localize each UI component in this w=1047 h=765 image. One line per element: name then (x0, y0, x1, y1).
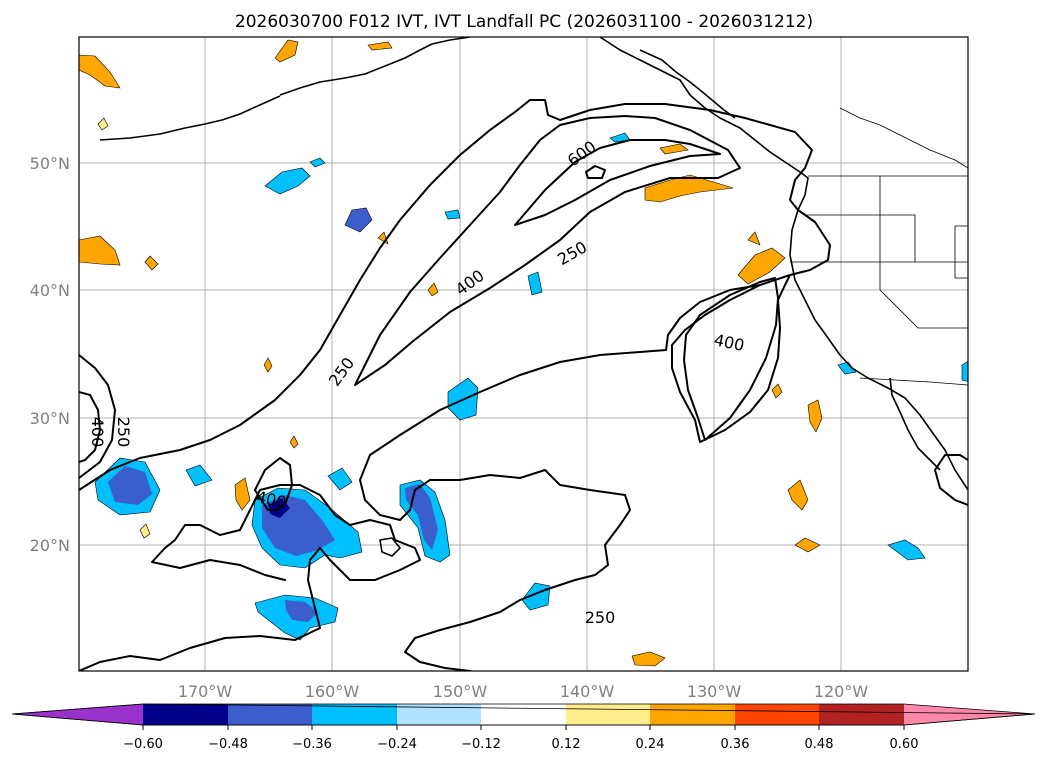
cb-tick-label-5: −0.12 (461, 737, 501, 752)
pos-patch-small-f (139, 523, 151, 539)
lat-label-40n: 40°N (30, 281, 70, 300)
pos-patch-gulf (659, 143, 689, 155)
hawaii-islands (379, 537, 401, 557)
positive-pc-patches (79, 39, 823, 667)
colorbar-extend-left (12, 704, 143, 725)
contour-600-small (585, 165, 606, 179)
cb-tick-label-2: −0.48 (208, 737, 248, 752)
pos-patch-nw (79, 54, 121, 89)
contour-250-south (79, 484, 421, 671)
baja-peninsula (889, 377, 941, 471)
pos-patch-south (631, 651, 666, 667)
pos-patch-small-h (289, 435, 299, 449)
lon-label-150w: 150°W (433, 682, 488, 701)
colorbar-swatch-7 (650, 704, 735, 725)
state-border-nv (879, 262, 968, 329)
cb-tick-label-6: 0.12 (552, 737, 581, 752)
pos-patch-baja-b (787, 479, 809, 511)
neg-patch-small-e (837, 361, 857, 375)
pos-patch-small-a (747, 231, 761, 246)
neg-patch-45n (344, 207, 373, 233)
pos-patch-west-43n (79, 235, 121, 266)
pos-patch-top (274, 39, 299, 63)
ivt-contours (79, 99, 968, 671)
neg-patch-south-core (285, 600, 318, 622)
us-mexico-border (859, 377, 968, 386)
contour-250-main (79, 99, 831, 671)
contour-250-west-loop (79, 391, 101, 463)
cb-tick-label-7: 0.24 (636, 737, 665, 752)
colorbar-tick-labels: −0.60 −0.48 −0.36 −0.24 −0.12 0.12 0.24 … (123, 737, 918, 752)
lat-label-50n: 50°N (30, 154, 70, 173)
lat-label-30n: 30°N (30, 409, 70, 428)
longitude-labels: 170°W 160°W 150°W 140°W 130°W 120°W (178, 682, 869, 701)
pos-patch-sw (794, 537, 821, 553)
colorbar-ticks (142, 725, 905, 730)
map-area: 600 400 250 400 250 250 400 400 250 (79, 37, 968, 671)
contour-400-north (354, 115, 741, 386)
pos-patch-baja-a (807, 399, 823, 433)
neg-patch-west-core (108, 466, 152, 505)
cb-tick-label-9: 0.48 (805, 737, 834, 752)
neg-patch-small-a (327, 467, 353, 491)
cb-tick-label-8: 0.36 (721, 737, 750, 752)
pos-patch-ca (737, 247, 786, 285)
state-border-ut (954, 225, 968, 279)
aleutian-chain (99, 95, 281, 141)
contour-label-250-far-west: 250 (114, 417, 133, 448)
neg-patch-east-20n (887, 539, 926, 561)
neg-patch-small-d (444, 209, 461, 220)
cb-tick-label-3: −0.36 (292, 737, 332, 752)
colorbar: −0.60 −0.48 −0.36 −0.24 −0.12 0.12 0.24 … (11, 703, 1036, 752)
colorbar-swatch-9 (819, 704, 904, 725)
lon-label-160w: 160°W (305, 682, 360, 701)
colorbar-extend-right (904, 704, 1035, 725)
contour-250-right (934, 454, 968, 506)
political-borders (790, 107, 968, 386)
colorbar-swatch-3 (312, 704, 397, 725)
neg-patch-50n (264, 167, 311, 195)
lon-label-170w: 170°W (178, 682, 233, 701)
contour-label-250-south: 250 (585, 608, 616, 627)
pos-patch-small-d (771, 383, 783, 399)
lon-label-140w: 140°W (560, 682, 615, 701)
colorbar-swatch-2 (228, 704, 312, 725)
pos-patch-top-2 (367, 41, 393, 51)
colorbar-swatch-8 (735, 704, 819, 725)
contour-400-east (683, 277, 779, 441)
gulf-of-alaska-coast (599, 37, 968, 491)
state-border-id (879, 176, 916, 262)
map-title: 2026030700 F012 IVT, IVT Landfall PC (20… (235, 12, 813, 32)
cb-tick-label-10: 0.60 (890, 737, 919, 752)
pos-patch-small-i (144, 255, 159, 271)
latitude-labels: 50°N 40°N 30°N 20°N (30, 154, 70, 555)
canada-coast-islands (639, 49, 736, 119)
lon-label-120w: 120°W (814, 682, 869, 701)
alaska-peninsula-coast (279, 37, 471, 96)
neg-patch-small-g (309, 157, 326, 168)
lon-label-130w: 130°W (687, 682, 742, 701)
contour-600 (514, 139, 721, 226)
pos-patch-small-g (263, 357, 273, 373)
colorbar-swatch-5 (481, 704, 566, 725)
cb-tick-label-4: −0.24 (377, 737, 417, 752)
contour-label-400-far-west: 400 (88, 417, 107, 448)
lat-label-20n: 20°N (30, 536, 70, 555)
coastlines (99, 37, 968, 557)
alaska-canada-border (839, 107, 968, 169)
neg-patch-small-c (527, 271, 543, 296)
contour-400-west (79, 354, 116, 479)
cb-tick-label-1: −0.60 (123, 737, 163, 752)
neg-patch-small-b (185, 464, 213, 487)
map-frame (78, 36, 969, 672)
pos-patch-central (234, 477, 251, 511)
neg-patch-small-f (961, 360, 968, 382)
pos-patch-small-e (97, 117, 109, 131)
contour-400-central (254, 457, 293, 511)
colorbar-swatch-4 (397, 704, 481, 725)
colorbar-swatch-1 (143, 704, 228, 725)
pos-patch-small-c (427, 282, 439, 297)
colorbar-swatch-6 (566, 704, 650, 725)
